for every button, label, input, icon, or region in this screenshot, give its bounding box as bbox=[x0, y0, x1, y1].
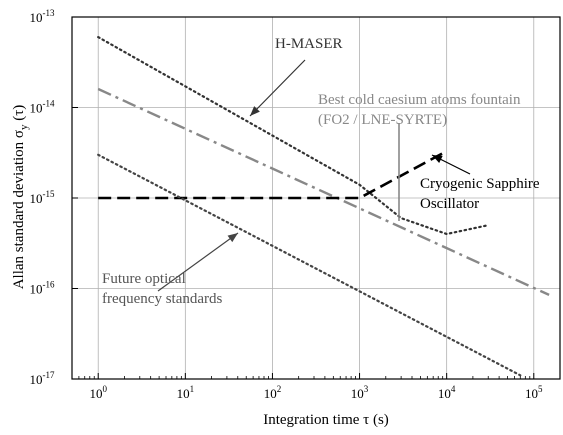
y-tick-label: 10-17 bbox=[30, 370, 55, 387]
annotation-cso-line: Oscillator bbox=[420, 196, 479, 212]
arrow-optical-head bbox=[227, 233, 238, 243]
x-tick-label: 105 bbox=[525, 384, 543, 401]
y-axis-title-main: Allan standard deviation σ bbox=[11, 130, 27, 289]
series-cryogenic-sapphire-oscillator bbox=[98, 149, 448, 200]
annotation-cso-line: Cryogenic Sapphire bbox=[420, 176, 540, 192]
series-best-cold-caesium-atoms-fountain-fo2-lne-syrte bbox=[97, 87, 550, 296]
arrow-optical bbox=[157, 232, 239, 292]
y-axis-title-tail: (τ) bbox=[11, 105, 27, 125]
tick-labels: 100 101 102 103 104 105 10-13 10-14 10-15 10-16 10… bbox=[30, 8, 544, 401]
y-tick-label: 10-15 bbox=[30, 189, 55, 206]
x-tick-label: 104 bbox=[438, 384, 456, 401]
annotations: H-MASER Best cold caesium atoms fountain (… bbox=[102, 36, 540, 307]
series-layer bbox=[97, 36, 550, 377]
annotation-optical-line: frequency standards bbox=[102, 291, 223, 307]
annotation-optical-line: Future optical bbox=[102, 271, 186, 287]
annotation-fountain-line: (FO2 / LNE-SYRTE) bbox=[318, 112, 447, 128]
arrow-hmaser-head bbox=[250, 106, 260, 116]
x-axis-title: Integration time τ (s) bbox=[263, 412, 389, 428]
y-axis-title: Allan standard deviation σy (τ) bbox=[11, 105, 30, 290]
annotation-arrows bbox=[157, 59, 471, 292]
y-tick-label: 10-16 bbox=[30, 280, 55, 297]
x-tick-label: 103 bbox=[351, 384, 369, 401]
series-future-optical-frequency-standards bbox=[97, 153, 522, 377]
y-tick-label: 10-13 bbox=[30, 8, 55, 25]
arrow-cso-head bbox=[432, 155, 443, 164]
annotation-fountain-line: Best cold caesium atoms fountain bbox=[318, 92, 521, 108]
arrow-hmaser bbox=[249, 59, 306, 117]
series-h-maser bbox=[97, 36, 490, 236]
x-tick-label: 101 bbox=[177, 384, 195, 401]
x-tick-label: 102 bbox=[264, 384, 282, 401]
annotation-hmaser-line: H-MASER bbox=[275, 36, 343, 52]
plot-border bbox=[71, 16, 561, 380]
x-tick-label: 100 bbox=[89, 384, 107, 401]
y-axis-title-subscript: y bbox=[18, 124, 30, 130]
plot-frame bbox=[71, 16, 561, 380]
y-tick-label: 10-14 bbox=[30, 99, 55, 116]
